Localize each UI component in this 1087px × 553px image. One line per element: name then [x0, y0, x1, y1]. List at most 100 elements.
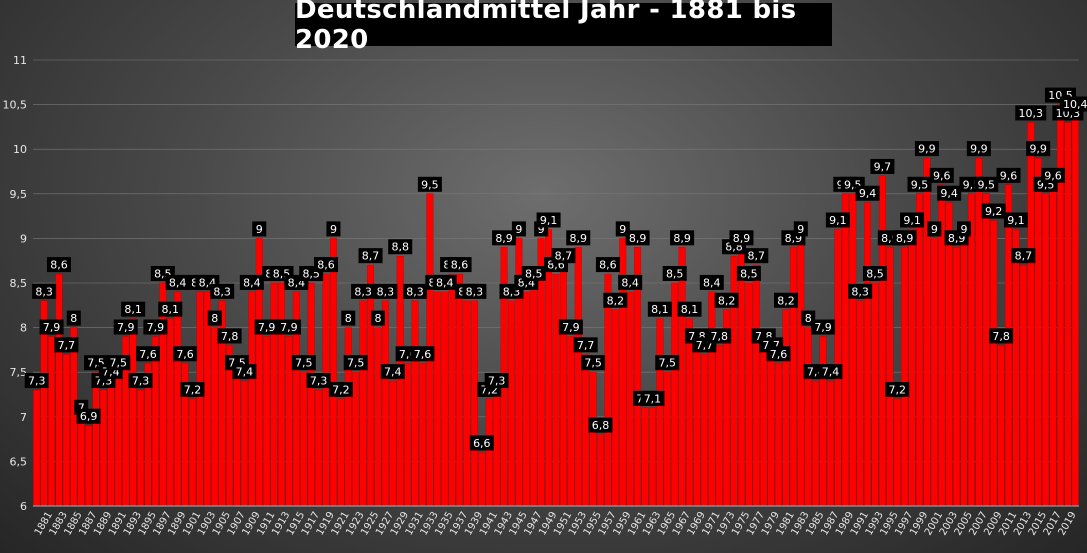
bar — [738, 247, 745, 507]
bar — [678, 247, 686, 507]
bar — [789, 247, 797, 507]
bar — [337, 398, 345, 507]
data-label-box — [647, 301, 672, 317]
data-label-text: 8,3 — [406, 285, 424, 298]
data-label: 8 — [341, 310, 356, 326]
bar — [923, 157, 931, 507]
y-tick-label: 6,5 — [10, 455, 28, 468]
data-label-box — [603, 292, 628, 308]
bar — [470, 300, 478, 507]
bar — [1005, 184, 1012, 507]
data-label: 8,2 — [603, 292, 628, 308]
data-label-box — [670, 230, 695, 246]
data-label-text: 7,3 — [488, 375, 506, 388]
data-label-text: 8,9 — [673, 232, 691, 245]
bar — [270, 282, 278, 507]
data-label-box — [128, 373, 153, 389]
data-label: 7,3 — [306, 373, 331, 389]
data-label-box — [76, 408, 101, 424]
data-label-text: 7,7 — [577, 339, 595, 352]
bar — [441, 291, 449, 507]
data-label: 9 — [511, 221, 526, 237]
data-label: 8,5 — [521, 266, 546, 281]
data-label-box — [521, 266, 546, 281]
data-label-text: 7,7 — [58, 339, 76, 352]
data-label-box — [358, 248, 383, 264]
bar — [812, 380, 820, 507]
data-label: 9,5 — [907, 176, 932, 192]
data-label: 8,3 — [351, 283, 376, 299]
data-label-box — [588, 417, 613, 433]
data-label-box — [996, 167, 1021, 183]
data-label-box — [232, 364, 257, 380]
data-label-box — [180, 381, 205, 397]
data-label-box — [573, 337, 598, 353]
data-label-box — [1003, 212, 1028, 228]
data-label: 9,5 — [974, 176, 999, 192]
data-label: 8,1 — [647, 301, 672, 317]
data-label: 9,6 — [929, 167, 954, 183]
data-label: 7,9 — [276, 319, 301, 335]
bar — [329, 238, 337, 507]
data-label: 9,9 — [1026, 141, 1051, 157]
bar — [70, 327, 78, 507]
data-label-text: 8,4 — [436, 276, 454, 289]
bars — [33, 104, 1079, 507]
data-label-box — [885, 381, 910, 397]
data-label: 8,1 — [677, 301, 702, 317]
data-label: 8,7 — [1011, 248, 1036, 264]
data-label: 9,1 — [900, 212, 925, 228]
data-label: 9,6 — [1041, 167, 1066, 183]
data-label-box — [291, 355, 316, 371]
data-label: 9 — [252, 221, 267, 237]
data-label-text: 8,1 — [651, 303, 669, 316]
bar — [582, 354, 590, 507]
data-label-box — [417, 176, 442, 192]
y-tick-label: 9,5 — [10, 188, 28, 201]
data-label-text: 9 — [619, 223, 626, 236]
data-label-box — [135, 346, 160, 362]
data-label-box — [410, 346, 435, 362]
data-label-text: 8,7 — [1015, 250, 1033, 263]
bar — [522, 291, 530, 507]
data-label: 8,3 — [373, 283, 398, 299]
bar — [1027, 122, 1035, 507]
bar — [100, 389, 107, 507]
bar — [189, 398, 196, 507]
data-label: 7,5 — [655, 355, 680, 371]
data-label: 7,3 — [484, 373, 509, 389]
data-label: 8,3 — [32, 283, 57, 299]
data-label-box — [848, 283, 873, 299]
data-label-text: 8,1 — [161, 303, 179, 316]
data-label-box — [32, 283, 57, 299]
data-label-text: 9,7 — [874, 160, 892, 173]
bar — [396, 256, 404, 507]
data-label-text: 9,9 — [1029, 143, 1047, 156]
data-label-box — [581, 355, 606, 371]
data-label-text: 8,9 — [495, 232, 513, 245]
bar — [389, 380, 397, 507]
data-label: 8,6 — [447, 257, 472, 273]
data-label: 8,4 — [432, 274, 457, 290]
data-label-box — [818, 364, 843, 380]
data-label-text: 7,6 — [139, 348, 157, 361]
bar — [33, 389, 41, 507]
data-label: 7,2 — [885, 381, 910, 397]
bar — [1064, 122, 1072, 507]
bar — [508, 300, 515, 507]
bar — [782, 309, 790, 507]
bar — [1042, 193, 1050, 507]
data-label: 8 — [370, 310, 385, 326]
bar — [804, 327, 812, 507]
data-label-box — [370, 310, 385, 326]
data-label-text: 7,1 — [644, 392, 662, 405]
data-label-text: 8,5 — [525, 268, 543, 281]
bar — [493, 389, 501, 507]
bar — [404, 363, 412, 507]
bar — [174, 291, 182, 507]
data-label-text: 9 — [797, 223, 804, 236]
bar — [129, 318, 137, 507]
data-label-text: 7,3 — [132, 375, 150, 388]
data-label-text: 8,7 — [555, 250, 573, 263]
data-label-text: 9,6 — [1044, 169, 1062, 182]
